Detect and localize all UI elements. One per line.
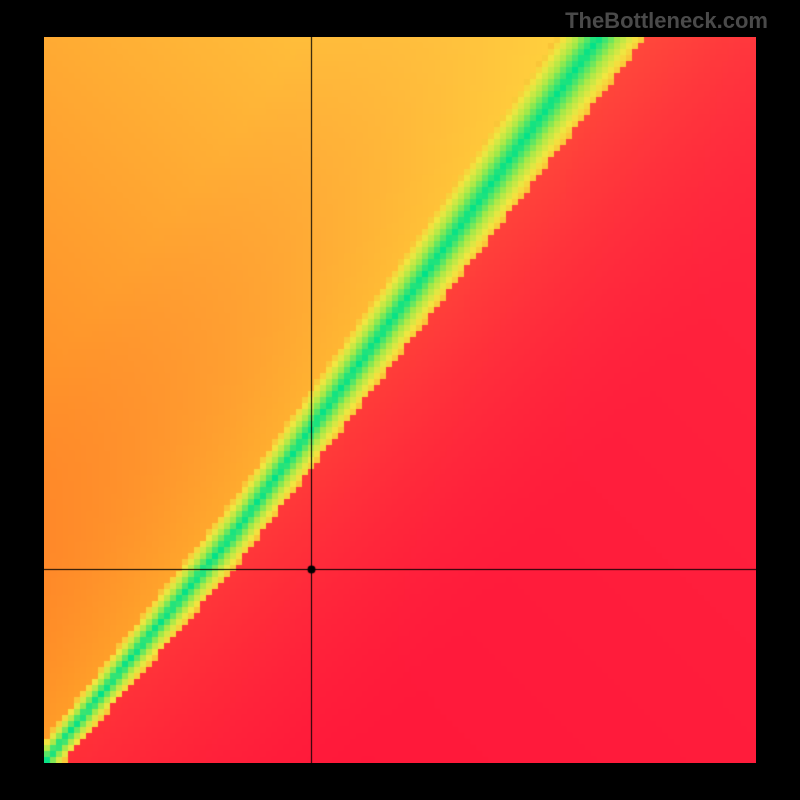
chart-container: TheBottleneck.com	[0, 0, 800, 800]
bottleneck-heatmap	[44, 37, 756, 763]
watermark-text: TheBottleneck.com	[565, 8, 768, 34]
